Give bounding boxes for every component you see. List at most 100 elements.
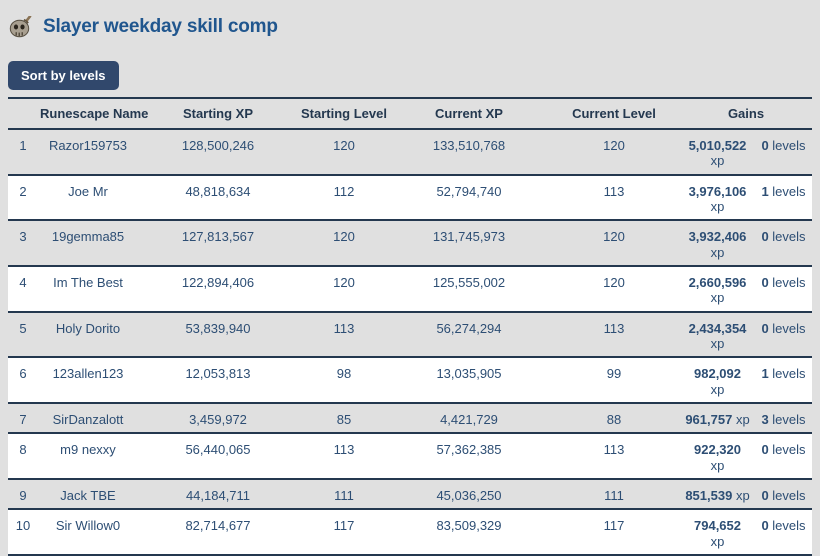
- player-name-cell: Razor159753: [48, 138, 128, 153]
- table-row: 2 Joe Mr 48,818,634 112 52,794,740 113 3…: [8, 174, 812, 221]
- name-column-header: Runescape Name: [40, 106, 149, 121]
- gains-column-header: Gains: [727, 106, 765, 121]
- gains-levels-cell: 0 levels: [761, 229, 806, 245]
- current-level-cell: 120: [603, 138, 625, 153]
- starting-level-cell: 113: [333, 442, 355, 458]
- current-xp-cell: 56,274,294: [436, 320, 502, 336]
- player-name-cell: Joe Mr: [68, 183, 108, 199]
- current-level-column-header: Current Level: [572, 106, 656, 121]
- current-xp-cell: 57,362,385: [436, 442, 502, 458]
- current-xp-cell: 45,036,250: [436, 487, 502, 503]
- gains-xp-cell: 982,092 xp: [694, 366, 741, 397]
- page-header: Slayer weekday skill comp: [0, 0, 820, 38]
- starting-xp-cell: 48,818,634: [185, 183, 251, 199]
- gains-levels-cell: 1 levels: [761, 366, 806, 382]
- starting-xp-cell: 82,714,677: [185, 518, 251, 534]
- starting-level-cell: 120: [333, 138, 355, 153]
- starting-level-cell: 112: [333, 183, 355, 199]
- starting-xp-cell: 44,184,711: [185, 487, 251, 503]
- current-level-cell: 99: [606, 366, 622, 382]
- rank-cell: 9: [19, 487, 27, 503]
- current-level-cell: 113: [603, 183, 625, 199]
- rank-cell: 2: [19, 183, 27, 199]
- rank-cell: 8: [19, 442, 27, 458]
- gains-xp-cell: 851,539 xp: [685, 487, 750, 503]
- gains-xp-cell: 3,976,106 xp: [688, 183, 747, 214]
- starting-xp-cell: 3,459,972: [189, 411, 247, 427]
- competition-table: Runescape Name Starting XP Starting Leve…: [8, 97, 812, 556]
- rank-cell: 1: [19, 138, 27, 153]
- table-row: 7 SirDanzalott 3,459,972 85 4,421,729 88…: [8, 402, 812, 433]
- gains-xp-cell: 922,320 xp: [694, 442, 741, 473]
- table-body: 1 Razor159753 128,500,246 120 133,510,76…: [8, 129, 812, 555]
- gains-levels-cell: 0 levels: [761, 487, 806, 503]
- rank-cell: 4: [19, 274, 27, 290]
- table-row: 6 123allen123 12,053,813 98 13,035,905 9…: [8, 357, 812, 403]
- table-row: 4 Im The Best 122,894,406 120 125,555,00…: [8, 265, 812, 312]
- rank-cell: 10: [15, 518, 31, 534]
- current-xp-column-header: Current XP: [435, 106, 503, 121]
- current-level-cell: 88: [606, 411, 622, 427]
- starting-xp-cell: 56,440,065: [185, 442, 251, 458]
- gains-levels-cell: 0 levels: [761, 320, 806, 336]
- starting-xp-cell: 53,839,940: [185, 320, 251, 336]
- table-row: 3 19gemma85 127,813,567 120 131,745,973 …: [8, 220, 812, 266]
- table-row: 8 m9 nexxy 56,440,065 113 57,362,385 113…: [8, 433, 812, 479]
- starting-level-cell: 85: [336, 411, 352, 427]
- gains-xp-cell: 961,757 xp: [685, 411, 750, 427]
- gains-xp-cell: 794,652 xp: [694, 518, 741, 549]
- slayer-skull-icon: [9, 16, 34, 38]
- starting-level-column-header: Starting Level: [301, 106, 387, 121]
- gains-levels-cell: 1 levels: [761, 183, 806, 199]
- current-xp-cell: 131,745,973: [432, 229, 506, 245]
- table-row: 1 Razor159753 128,500,246 120 133,510,76…: [8, 129, 812, 175]
- current-level-cell: 120: [603, 229, 625, 245]
- current-level-cell: 117: [603, 518, 625, 534]
- player-name-cell: 19gemma85: [51, 229, 125, 245]
- page-title: Slayer weekday skill comp: [43, 16, 278, 37]
- current-xp-cell: 13,035,905: [436, 366, 502, 382]
- current-level-cell: 113: [603, 320, 625, 336]
- current-level-cell: 120: [603, 274, 625, 290]
- sort-by-levels-button[interactable]: Sort by levels: [8, 61, 119, 90]
- current-xp-cell: 4,421,729: [440, 411, 498, 427]
- gains-levels-cell: 3 levels: [761, 411, 806, 427]
- player-name-cell: Sir Willow0: [55, 518, 121, 534]
- gains-xp-cell: 3,932,406 xp: [688, 229, 747, 260]
- table-header-row: Runescape Name Starting XP Starting Leve…: [8, 98, 812, 129]
- starting-level-cell: 117: [333, 518, 355, 534]
- current-level-cell: 111: [604, 487, 624, 503]
- player-name-cell: SirDanzalott: [52, 411, 124, 427]
- gains-levels-cell: 0 levels: [761, 138, 806, 153]
- starting-xp-column-header: Starting XP: [182, 106, 254, 121]
- starting-level-cell: 120: [333, 274, 355, 290]
- current-xp-cell: 133,510,768: [432, 138, 506, 153]
- table-row: 5 Holy Dorito 53,839,940 113 56,274,294 …: [8, 311, 812, 358]
- starting-xp-cell: 128,500,246: [181, 138, 255, 153]
- starting-level-cell: 113: [333, 320, 355, 336]
- gains-xp-cell: 5,010,522 xp: [688, 138, 747, 169]
- gains-xp-cell: 2,434,354 xp: [688, 320, 747, 351]
- rank-cell: 6: [19, 366, 27, 382]
- rank-column-header: [8, 98, 38, 129]
- current-xp-cell: 83,509,329: [436, 518, 502, 534]
- table-row: 9 Jack TBE 44,184,711 111 45,036,250 111…: [8, 478, 812, 509]
- starting-xp-cell: 12,053,813: [185, 366, 251, 382]
- player-name-cell: Holy Dorito: [55, 320, 121, 336]
- starting-level-cell: 120: [333, 229, 355, 245]
- rank-cell: 5: [19, 320, 27, 336]
- current-xp-cell: 125,555,002: [432, 274, 506, 290]
- rank-cell: 3: [19, 229, 27, 245]
- player-name-cell: Jack TBE: [60, 487, 116, 503]
- player-name-cell: m9 nexxy: [60, 442, 116, 458]
- rank-cell: 7: [19, 411, 27, 427]
- starting-level-cell: 98: [336, 366, 352, 382]
- toolbar: Sort by levels: [0, 38, 820, 90]
- starting-level-cell: 111: [334, 487, 354, 503]
- gains-levels-cell: 0 levels: [761, 518, 806, 534]
- current-xp-cell: 52,794,740: [436, 183, 502, 199]
- player-name-cell: 123allen123: [52, 366, 124, 382]
- current-level-cell: 113: [603, 442, 625, 458]
- starting-xp-cell: 122,894,406: [181, 274, 255, 290]
- gains-levels-cell: 0 levels: [761, 274, 806, 290]
